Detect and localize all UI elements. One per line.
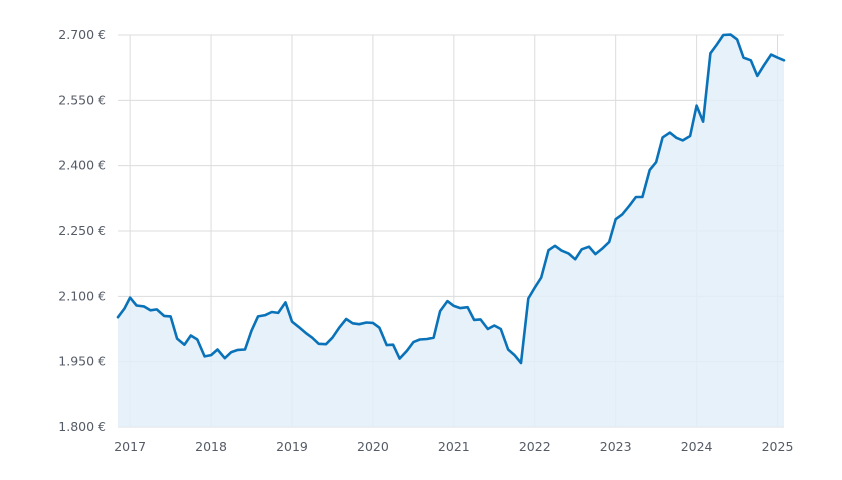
x-tick-label: 2021 [438, 439, 470, 454]
y-tick-label: 1.950 € [58, 354, 106, 369]
x-tick-label: 2018 [195, 439, 227, 454]
y-axis-tick-labels: 1.800 € 1.950 € 2.100 € 2.250 € 2.400 € 2.550… [58, 27, 106, 434]
x-tick-label: 2017 [114, 439, 146, 454]
y-tick-label: 1.800 € [58, 419, 106, 434]
series-line [116, 33, 786, 365]
series-area-fill [118, 34, 784, 427]
x-tick-label: 2022 [519, 439, 551, 454]
y-tick-label: 2.250 € [58, 223, 106, 238]
y-tick-label: 2.700 € [58, 27, 106, 42]
x-tick-label: 2019 [276, 439, 308, 454]
x-tick-label: 2023 [600, 439, 632, 454]
x-tick-label: 2024 [681, 439, 713, 454]
x-axis-tick-labels: 2017 2018 2019 2020 2021 2022 2023 2024 2025 [114, 439, 793, 454]
x-tick-label: 2025 [762, 439, 794, 454]
y-tick-label: 2.100 € [58, 288, 106, 303]
y-tick-label: 2.550 € [58, 92, 106, 107]
x-tick-label: 2020 [357, 439, 389, 454]
y-tick-label: 2.400 € [58, 158, 106, 173]
